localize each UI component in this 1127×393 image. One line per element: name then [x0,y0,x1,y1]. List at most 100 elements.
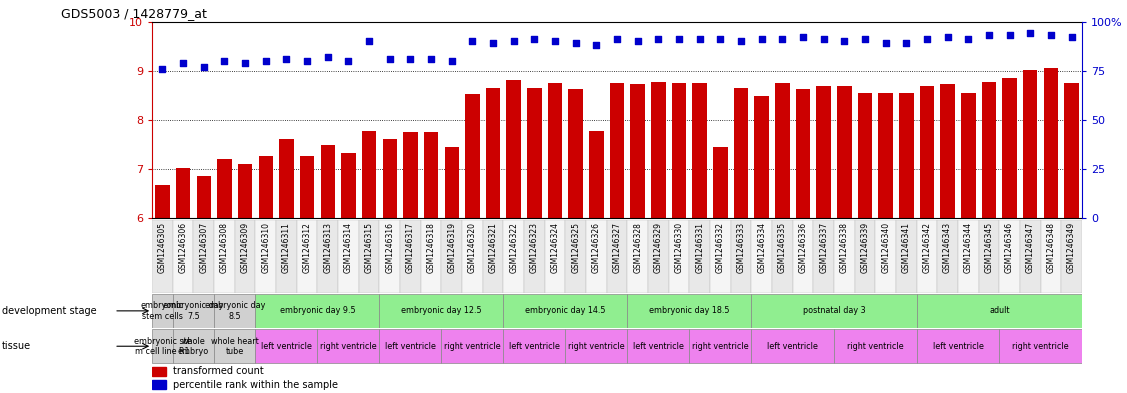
Point [753,36,771,42]
Point [299,58,317,64]
Bar [362,130,376,218]
Bar [628,220,648,293]
Point [815,36,833,42]
Text: embryonic ste
m cell line R1: embryonic ste m cell line R1 [134,336,192,356]
Point [505,38,523,44]
Bar [1040,220,1062,293]
Point [215,58,233,64]
Bar [958,220,978,293]
Point [319,54,337,60]
Bar [899,93,914,218]
Bar [172,294,214,328]
Point [237,60,255,66]
Bar [504,329,566,363]
Bar [258,156,273,218]
Point [547,38,565,44]
Text: GSM1246312: GSM1246312 [303,222,311,273]
Bar [194,220,214,293]
Bar [796,89,810,218]
Text: embryonic day 12.5: embryonic day 12.5 [401,307,481,315]
Bar [380,329,442,363]
Bar [296,220,318,293]
Text: whole
embryo: whole embryo [178,336,210,356]
Bar [465,94,480,218]
Bar [152,367,166,376]
Bar [256,329,318,363]
Text: GSM1246349: GSM1246349 [1067,222,1076,274]
Bar [752,220,772,293]
Bar [668,220,690,293]
Text: GSM1246346: GSM1246346 [1005,222,1014,274]
Text: transformed count: transformed count [174,366,264,376]
Bar [544,220,566,293]
Bar [256,220,276,293]
Bar [1044,68,1058,218]
Bar [814,220,834,293]
Text: GSM1246340: GSM1246340 [881,222,890,274]
Bar [834,220,854,293]
Point [587,42,605,48]
Point [939,34,957,40]
Text: right ventricle: right ventricle [320,342,376,351]
Bar [341,153,356,218]
Bar [734,88,748,218]
Point [773,36,791,42]
Bar [1020,220,1040,293]
Point [1063,34,1081,40]
Text: GSM1246310: GSM1246310 [261,222,270,273]
Point [1001,32,1019,39]
Text: embryonic day 14.5: embryonic day 14.5 [525,307,605,315]
Text: GSM1246329: GSM1246329 [654,222,663,273]
Bar [834,329,916,363]
Bar [878,93,893,218]
Bar [380,220,400,293]
Bar [630,84,645,218]
Bar [214,294,256,328]
Bar [156,185,170,218]
Point [857,36,875,42]
Point [795,34,813,40]
Bar [256,294,380,328]
Bar [218,159,232,218]
Point [423,56,441,62]
Point [919,36,937,42]
Bar [279,138,294,218]
Point [381,56,399,62]
Bar [628,294,752,328]
Bar [420,220,442,293]
Text: left ventricle: left ventricle [932,342,984,351]
Bar [672,83,686,218]
Bar [1062,220,1082,293]
Point [959,36,977,42]
Text: GSM1246333: GSM1246333 [737,222,745,274]
Bar [1064,83,1079,218]
Bar [713,147,728,218]
Point [649,36,667,42]
Bar [358,220,380,293]
Text: GSM1246315: GSM1246315 [365,222,373,273]
Text: embryonic day
7.5: embryonic day 7.5 [163,301,223,321]
Bar [176,167,190,218]
Bar [462,220,482,293]
Bar [754,96,769,218]
Bar [1000,329,1082,363]
Text: development stage: development stage [2,306,97,316]
Bar [648,220,668,293]
Bar [1023,70,1038,218]
Text: adult: adult [990,307,1010,315]
Text: GSM1246316: GSM1246316 [385,222,394,273]
Bar [752,329,834,363]
Text: GSM1246345: GSM1246345 [985,222,993,274]
Text: GSM1246311: GSM1246311 [282,222,291,273]
Point [257,58,275,64]
Bar [651,81,666,218]
Text: GSM1246331: GSM1246331 [695,222,704,273]
Text: GSM1246341: GSM1246341 [902,222,911,273]
Point [153,66,171,72]
Text: postnatal day 3: postnatal day 3 [802,307,866,315]
Point [339,58,357,64]
Text: GSM1246322: GSM1246322 [509,222,518,273]
Bar [1000,220,1020,293]
Bar [690,220,710,293]
Bar [152,220,172,293]
